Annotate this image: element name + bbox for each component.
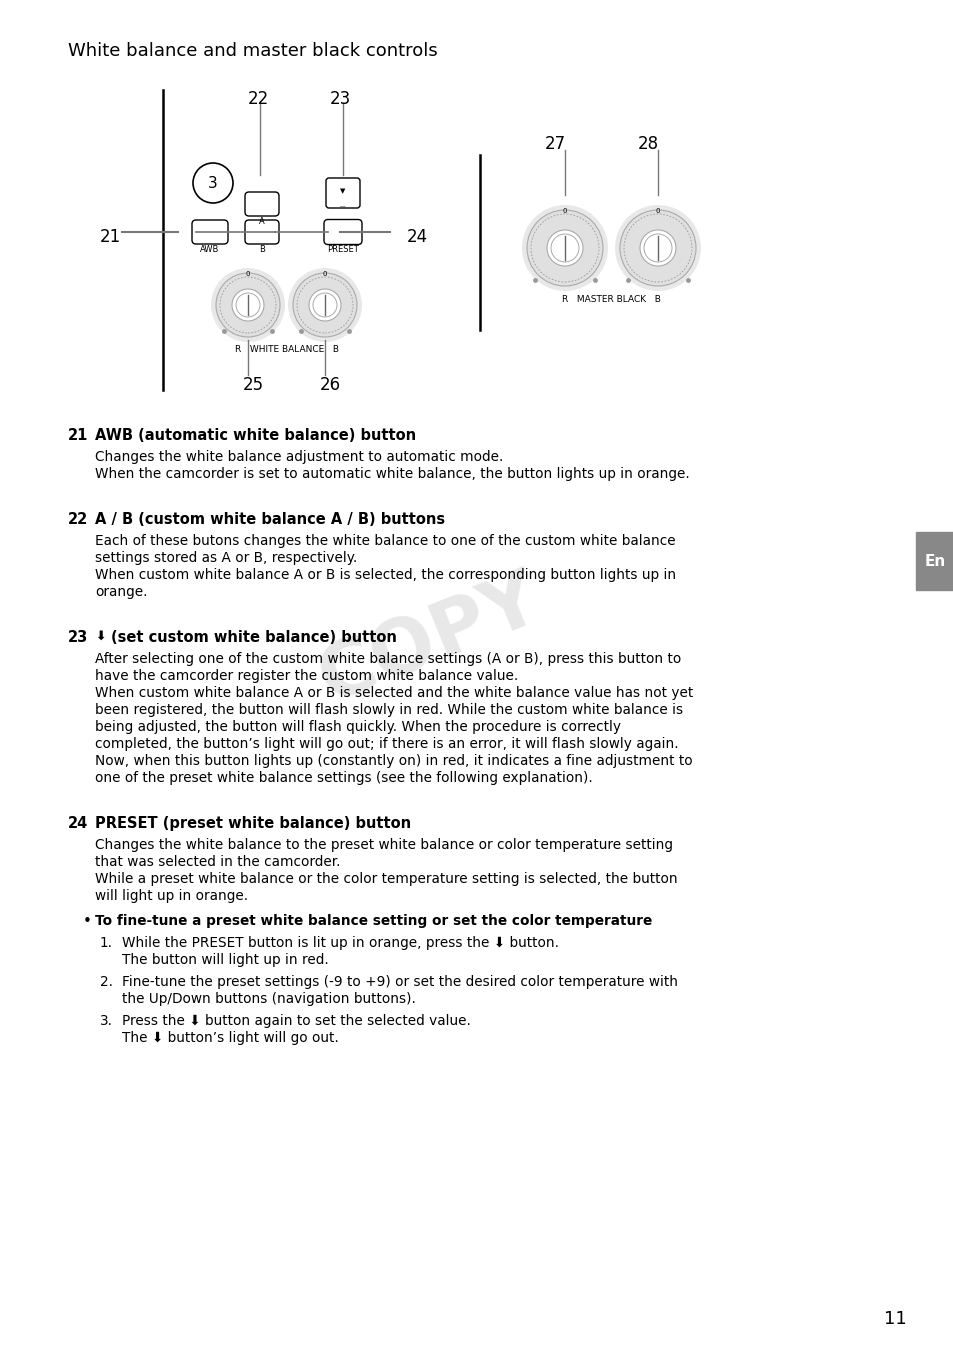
Circle shape xyxy=(521,206,607,291)
Circle shape xyxy=(293,273,356,337)
Circle shape xyxy=(551,234,578,262)
Text: 11: 11 xyxy=(882,1310,905,1328)
Text: (set custom white balance) button: (set custom white balance) button xyxy=(111,630,396,645)
Text: Each of these butons changes the white balance to one of the custom white balanc: Each of these butons changes the white b… xyxy=(95,534,675,548)
Text: The button will light up in red.: The button will light up in red. xyxy=(122,953,329,967)
Text: While a preset white balance or the color temperature setting is selected, the b: While a preset white balance or the colo… xyxy=(95,872,677,886)
Text: Changes the white balance to the preset white balance or color temperature setti: Changes the white balance to the preset … xyxy=(95,838,672,852)
Text: After selecting one of the custom white balance settings (A or B), press this bu: After selecting one of the custom white … xyxy=(95,652,680,667)
Text: 0: 0 xyxy=(322,270,327,277)
Circle shape xyxy=(639,230,676,266)
Circle shape xyxy=(288,268,361,342)
Text: completed, the button’s light will go out; if there is an error, it will flash s: completed, the button’s light will go ou… xyxy=(95,737,678,750)
Text: being adjusted, the button will flash quickly. When the procedure is correctly: being adjusted, the button will flash qu… xyxy=(95,721,620,734)
Text: R   MASTER BLACK   B: R MASTER BLACK B xyxy=(561,295,659,304)
Text: 24: 24 xyxy=(68,817,89,831)
Text: 23: 23 xyxy=(330,91,351,108)
Circle shape xyxy=(615,206,700,291)
Text: Press the ⬇ button again to set the selected value.: Press the ⬇ button again to set the sele… xyxy=(122,1014,471,1028)
Text: orange.: orange. xyxy=(95,585,148,599)
Text: 3: 3 xyxy=(208,176,217,191)
Text: Now, when this button lights up (constantly on) in red, it indicates a fine adju: Now, when this button lights up (constan… xyxy=(95,754,692,768)
Text: While the PRESET button is lit up in orange, press the ⬇ button.: While the PRESET button is lit up in ora… xyxy=(122,936,558,950)
Text: have the camcorder register the custom white balance value.: have the camcorder register the custom w… xyxy=(95,669,517,683)
Text: To fine-tune a preset white balance setting or set the color temperature: To fine-tune a preset white balance sett… xyxy=(95,914,652,927)
Text: settings stored as A or B, respectively.: settings stored as A or B, respectively. xyxy=(95,552,356,565)
FancyBboxPatch shape xyxy=(245,220,278,243)
Text: ⬇: ⬇ xyxy=(95,630,106,644)
FancyBboxPatch shape xyxy=(192,220,228,243)
Text: En: En xyxy=(923,554,944,569)
Text: 21: 21 xyxy=(68,429,89,443)
Text: 24: 24 xyxy=(407,228,428,246)
Text: The ⬇ button’s light will go out.: The ⬇ button’s light will go out. xyxy=(122,1032,338,1045)
Text: that was selected in the camcorder.: that was selected in the camcorder. xyxy=(95,854,340,869)
Text: 26: 26 xyxy=(319,376,341,393)
Text: the Up/Down buttons (navigation buttons).: the Up/Down buttons (navigation buttons)… xyxy=(122,992,416,1006)
Circle shape xyxy=(211,268,285,342)
Text: 23: 23 xyxy=(68,630,89,645)
Text: 22: 22 xyxy=(248,91,269,108)
Text: 28: 28 xyxy=(638,135,659,153)
Text: 0: 0 xyxy=(655,208,659,214)
Text: been registered, the button will flash slowly in red. While the custom white bal: been registered, the button will flash s… xyxy=(95,703,682,717)
Circle shape xyxy=(546,230,582,266)
Text: 0: 0 xyxy=(562,208,567,214)
Text: 0: 0 xyxy=(246,270,250,277)
Text: 22: 22 xyxy=(68,512,89,527)
Text: When the camcorder is set to automatic white balance, the button lights up in or: When the camcorder is set to automatic w… xyxy=(95,466,689,481)
Text: 25: 25 xyxy=(243,376,264,393)
Text: 3.: 3. xyxy=(100,1014,112,1028)
Text: R   WHITE BALANCE   B: R WHITE BALANCE B xyxy=(234,345,338,354)
Circle shape xyxy=(619,210,696,287)
Circle shape xyxy=(215,273,280,337)
Text: AWB (automatic white balance) button: AWB (automatic white balance) button xyxy=(95,429,416,443)
FancyBboxPatch shape xyxy=(326,178,359,208)
Text: 1.: 1. xyxy=(100,936,112,950)
Text: COPY: COPY xyxy=(308,562,551,718)
Text: A: A xyxy=(259,218,265,226)
Text: ―: ― xyxy=(340,204,345,210)
Text: Changes the white balance adjustment to automatic mode.: Changes the white balance adjustment to … xyxy=(95,450,503,464)
Text: B: B xyxy=(259,245,265,254)
Text: PRESET (preset white balance) button: PRESET (preset white balance) button xyxy=(95,817,411,831)
Circle shape xyxy=(235,293,260,316)
Circle shape xyxy=(309,289,340,320)
Circle shape xyxy=(643,234,671,262)
Text: Fine-tune the preset settings (-9 to +9) or set the desired color temperature wi: Fine-tune the preset settings (-9 to +9)… xyxy=(122,975,678,990)
FancyBboxPatch shape xyxy=(245,192,278,216)
Text: When custom white balance A or B is selected and the white balance value has not: When custom white balance A or B is sele… xyxy=(95,685,693,700)
Text: When custom white balance A or B is selected, the corresponding button lights up: When custom white balance A or B is sele… xyxy=(95,568,676,581)
Circle shape xyxy=(313,293,336,316)
Circle shape xyxy=(526,210,602,287)
Text: will light up in orange.: will light up in orange. xyxy=(95,890,248,903)
Text: A / B (custom white balance A / B) buttons: A / B (custom white balance A / B) butto… xyxy=(95,512,445,527)
Text: 27: 27 xyxy=(544,135,565,153)
Text: 21: 21 xyxy=(100,228,121,246)
Text: ▼: ▼ xyxy=(340,188,345,193)
Text: one of the preset white balance settings (see the following explanation).: one of the preset white balance settings… xyxy=(95,771,592,786)
Text: •: • xyxy=(83,914,91,929)
Text: AWB: AWB xyxy=(200,245,219,254)
Bar xyxy=(915,531,953,589)
Circle shape xyxy=(232,289,264,320)
FancyBboxPatch shape xyxy=(324,219,361,245)
Text: 2.: 2. xyxy=(100,975,112,990)
Text: PRESET: PRESET xyxy=(327,246,358,254)
Text: White balance and master black controls: White balance and master black controls xyxy=(68,42,437,59)
